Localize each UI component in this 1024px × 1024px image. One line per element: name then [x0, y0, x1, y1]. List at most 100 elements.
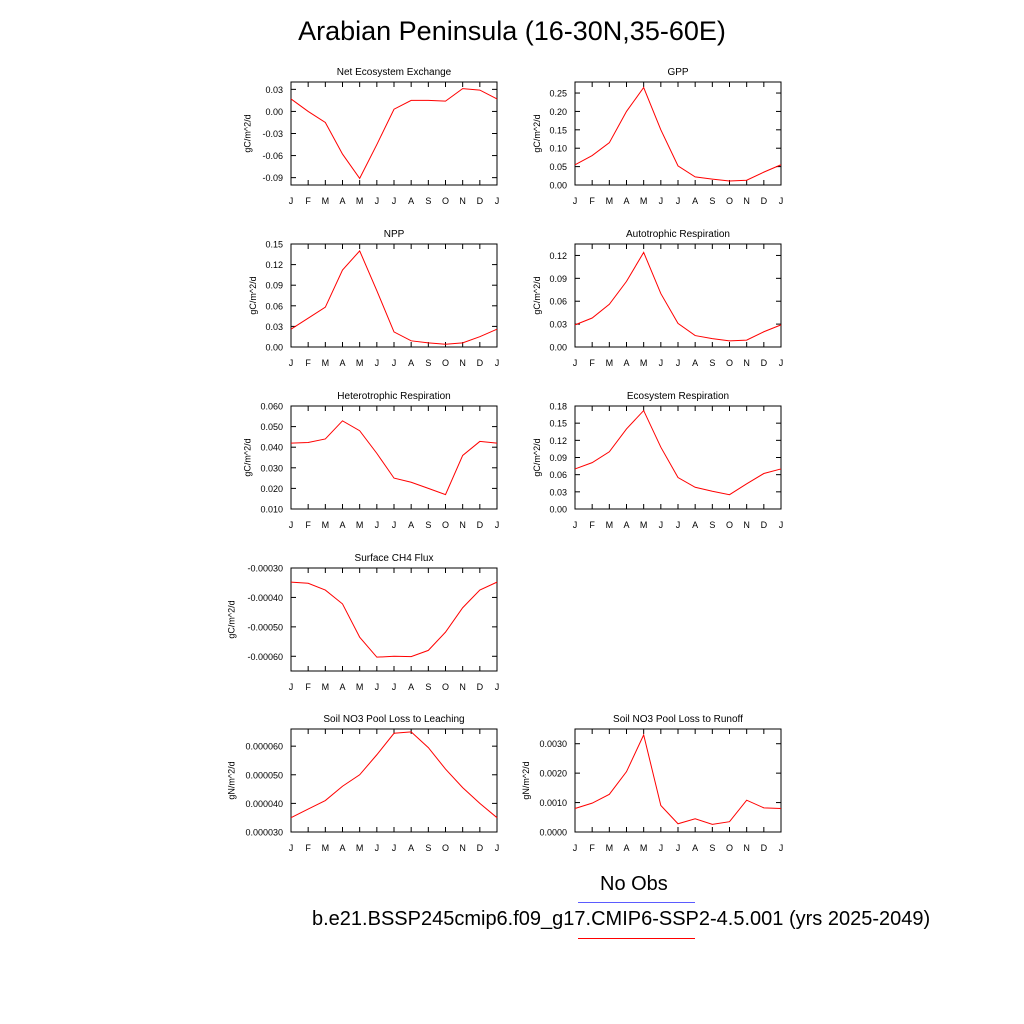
series-line [290, 731, 498, 819]
x-tick-label: J [676, 196, 681, 206]
x-tick-label: D [761, 196, 768, 206]
x-tick-label: A [692, 196, 698, 206]
x-tick-label: F [589, 520, 595, 530]
x-tick-label: M [606, 196, 614, 206]
y-axis-label: gC/m^2/d [248, 276, 258, 314]
legend-model-label: b.e21.BSSP245cmip6.f09_g17.CMIP6-SSP2-4.… [312, 908, 931, 930]
legend-obs-line [578, 902, 695, 903]
x-tick-label: M [356, 682, 364, 692]
x-tick-label: O [442, 682, 449, 692]
legend-obs-label: No Obs [600, 873, 668, 895]
y-tick-label: 0.00 [265, 107, 283, 117]
x-tick-label: D [477, 843, 484, 853]
x-tick-label: D [477, 520, 484, 530]
y-tick-label: 0.15 [549, 419, 567, 429]
y-tick-label: -0.00030 [247, 564, 283, 574]
x-tick-label: A [339, 358, 345, 368]
x-tick-label: M [322, 843, 330, 853]
x-tick-label: D [761, 520, 768, 530]
series-line [290, 581, 498, 658]
x-tick-label: J [676, 843, 681, 853]
y-tick-label: 0.020 [260, 484, 283, 494]
x-tick-label: J [659, 843, 664, 853]
x-tick-label: O [726, 358, 733, 368]
plot-frame [574, 405, 782, 510]
x-tick-label: N [459, 682, 466, 692]
figure-title: Arabian Peninsula (16-30N,35-60E) [298, 16, 726, 46]
y-tick-label: 0.10 [549, 144, 567, 154]
x-tick-label: J [659, 196, 664, 206]
x-tick-label: A [623, 358, 629, 368]
y-tick-label: 0.12 [265, 260, 283, 270]
x-tick-label: F [305, 358, 311, 368]
y-tick-label: -0.00050 [247, 622, 283, 632]
x-tick-label: J [659, 520, 664, 530]
x-tick-label: J [289, 843, 294, 853]
x-tick-label: F [305, 196, 311, 206]
x-tick-label: N [459, 520, 466, 530]
x-tick-label: M [606, 358, 614, 368]
x-tick-label: D [477, 196, 484, 206]
y-tick-label: 0.030 [260, 463, 283, 473]
x-tick-label: J [779, 520, 784, 530]
x-tick-label: N [459, 358, 466, 368]
y-tick-label: 0.000040 [245, 799, 283, 809]
x-tick-label: N [743, 196, 750, 206]
x-tick-label: J [375, 358, 380, 368]
y-tick-label: 0.12 [549, 436, 567, 446]
series-line [574, 733, 782, 825]
legend-model-line [578, 938, 695, 939]
plot-frame [574, 243, 782, 348]
y-tick-label: 0.25 [549, 89, 567, 99]
x-tick-label: A [692, 843, 698, 853]
x-tick-label: F [589, 843, 595, 853]
y-tick-label: 0.00 [549, 505, 567, 515]
y-axis-label: gC/m^2/d [532, 438, 542, 476]
x-tick-label: D [477, 682, 484, 692]
y-tick-label: -0.00040 [247, 593, 283, 603]
x-tick-label: M [640, 520, 648, 530]
x-tick-label: M [606, 843, 614, 853]
x-tick-label: O [442, 196, 449, 206]
y-tick-label: 0.09 [265, 281, 283, 291]
y-tick-label: 0.15 [265, 240, 283, 250]
x-tick-label: A [339, 520, 345, 530]
x-tick-label: F [305, 843, 311, 853]
x-tick-label: A [623, 843, 629, 853]
x-tick-label: J [573, 196, 578, 206]
x-tick-label: D [761, 843, 768, 853]
series-line [574, 251, 782, 342]
x-tick-label: J [289, 196, 294, 206]
x-tick-label: J [779, 358, 784, 368]
x-tick-label: A [408, 358, 414, 368]
x-tick-label: A [339, 196, 345, 206]
x-tick-label: M [356, 520, 364, 530]
x-tick-label: F [305, 682, 311, 692]
series-line [290, 420, 498, 496]
x-tick-label: A [623, 196, 629, 206]
series-line [290, 88, 498, 180]
plot-frame [290, 81, 498, 186]
panel-title: GPP [667, 67, 688, 78]
x-tick-label: J [392, 843, 397, 853]
x-tick-label: J [392, 682, 397, 692]
x-tick-label: J [779, 196, 784, 206]
x-tick-label: O [442, 358, 449, 368]
x-tick-label: O [442, 520, 449, 530]
x-tick-label: A [692, 520, 698, 530]
x-tick-label: M [322, 682, 330, 692]
x-tick-label: N [743, 520, 750, 530]
x-tick-label: J [289, 520, 294, 530]
y-tick-label: 0.00 [549, 181, 567, 191]
x-tick-label: S [425, 520, 431, 530]
x-tick-label: J [289, 682, 294, 692]
y-axis-label: gC/m^2/d [532, 114, 542, 152]
x-tick-label: J [495, 682, 500, 692]
